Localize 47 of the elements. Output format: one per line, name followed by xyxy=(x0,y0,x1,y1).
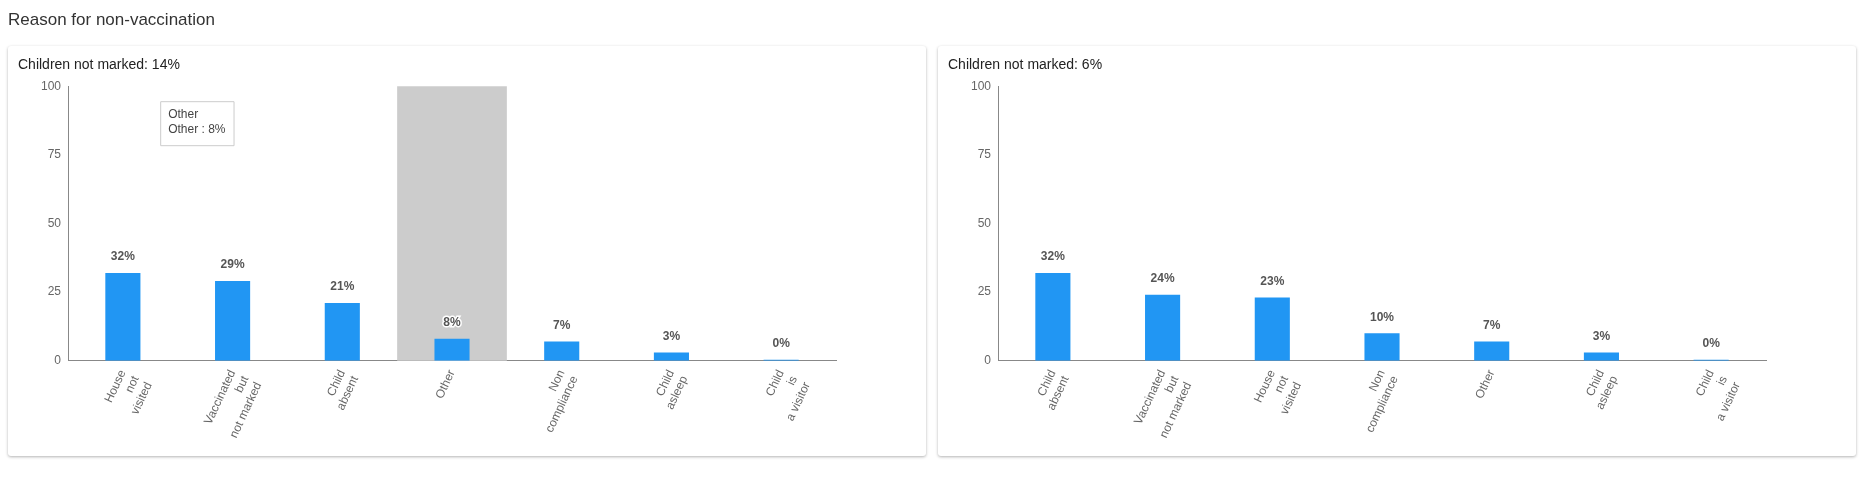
x-tick-label: Child is a visitor xyxy=(762,367,813,424)
x-tick-label: Other xyxy=(1472,367,1498,401)
data-label: 8% xyxy=(443,315,462,330)
y-tick-label: 100 xyxy=(970,78,992,93)
data-label: 7% xyxy=(1483,317,1501,332)
bar xyxy=(653,352,689,361)
data-label: 0% xyxy=(772,335,791,350)
x-tick-label: Other xyxy=(432,367,458,401)
x-tick-label: Child asleep xyxy=(652,367,691,412)
data-label: 24% xyxy=(1150,271,1175,286)
y-tick-label: 75 xyxy=(977,147,992,162)
data-label: 32% xyxy=(1040,249,1066,264)
data-label: 7% xyxy=(553,317,571,332)
bar xyxy=(105,272,141,361)
x-tick-label: Child is a visitor xyxy=(1692,367,1743,424)
y-tick-label: 0 xyxy=(54,353,62,368)
data-label: 29% xyxy=(220,257,245,272)
y-tick-label: 50 xyxy=(47,215,62,230)
bar xyxy=(434,338,470,361)
bar xyxy=(215,281,251,361)
bar xyxy=(1583,352,1619,361)
y-tick-label: 25 xyxy=(47,284,62,299)
bar xyxy=(1474,341,1510,361)
x-tick-label: Child asleep xyxy=(1582,367,1621,412)
data-label: 0% xyxy=(1702,335,1721,350)
data-label: 21% xyxy=(330,279,355,294)
bar xyxy=(1364,333,1400,361)
chart-title: Reason for non-vaccination xyxy=(8,10,215,29)
bar xyxy=(1254,297,1290,361)
annotation: Other Other : 8% xyxy=(168,106,226,136)
y-tick-label: 75 xyxy=(47,147,62,162)
y-tick-label: 0 xyxy=(984,353,992,368)
y-tick-label: 50 xyxy=(977,215,992,230)
x-tick-label: Child absent xyxy=(1034,367,1072,413)
y-tick-label: 25 xyxy=(977,284,992,299)
data-label: 32% xyxy=(110,249,136,264)
bar xyxy=(1035,272,1071,361)
data-label: 3% xyxy=(1592,328,1611,343)
data-label: 10% xyxy=(1370,309,1395,324)
bar xyxy=(544,341,580,361)
chart-subtitle: Children not marked: 14% xyxy=(18,56,181,72)
bar xyxy=(1145,294,1181,361)
data-label: 3% xyxy=(662,328,681,343)
data-label: 23% xyxy=(1260,273,1285,288)
y-tick-label: 100 xyxy=(40,78,62,93)
chart-subtitle: Children not marked: 6% xyxy=(948,56,1104,72)
bar xyxy=(324,303,360,361)
